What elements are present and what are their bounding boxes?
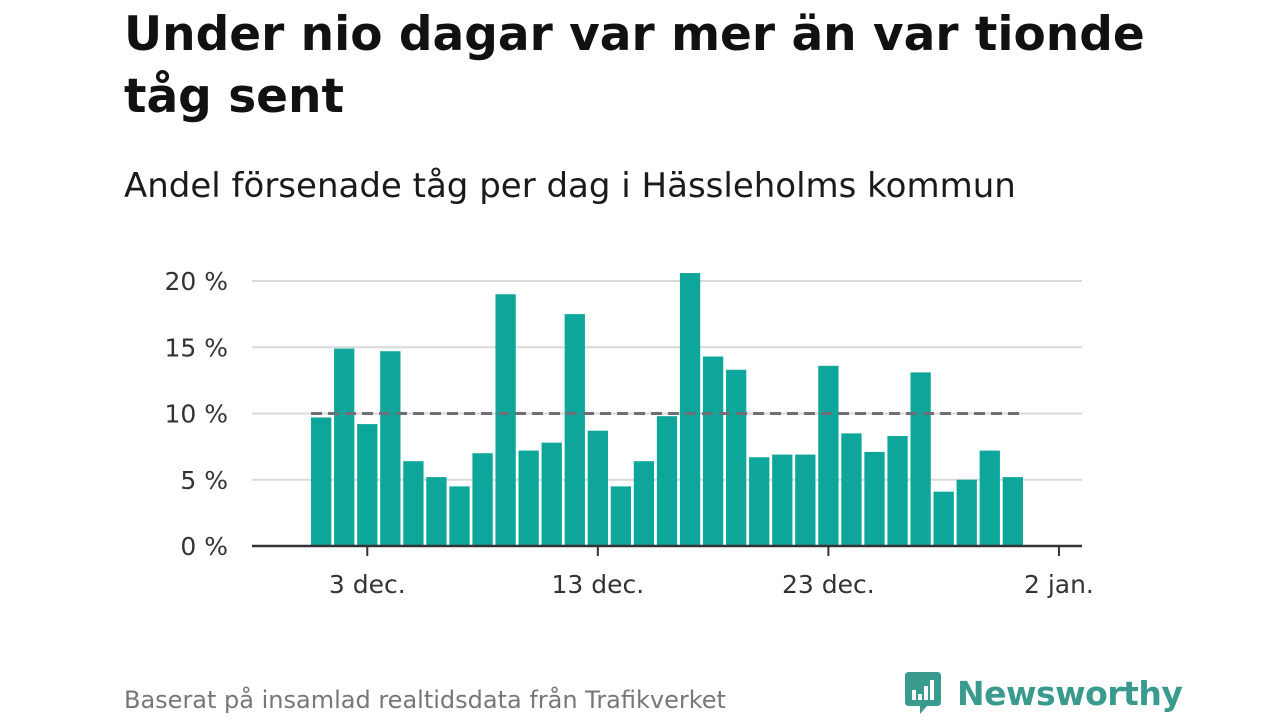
x-tick-label: 23 dec.	[782, 570, 875, 599]
y-tick-label: 15 %	[164, 333, 228, 362]
bar	[426, 477, 447, 546]
bar	[726, 369, 747, 546]
bar	[380, 351, 401, 546]
bar	[887, 436, 908, 546]
y-tick-label: 20 %	[164, 267, 228, 296]
brand-logo[interactable]: Newsworthy	[903, 670, 1183, 716]
bar	[449, 486, 470, 546]
bar	[633, 461, 655, 546]
bar	[587, 430, 608, 546]
bar	[357, 424, 378, 546]
bar	[702, 356, 724, 546]
bar	[979, 450, 1000, 546]
bar	[1002, 477, 1023, 546]
bar	[795, 454, 816, 546]
bar	[679, 273, 701, 546]
axes: 0 % 5 % 10 % 15 % 20 % 3 dec. 13 dec. 23 dec. 2 …	[164, 267, 1093, 599]
bar	[772, 454, 793, 546]
bar	[864, 451, 885, 546]
y-tick-label: 5 %	[180, 466, 228, 495]
y-tick-label: 10 %	[164, 400, 228, 429]
bar	[933, 491, 954, 546]
bar	[610, 486, 632, 546]
bar	[403, 461, 424, 546]
x-tick-label: 2 jan.	[1024, 570, 1094, 599]
bar	[818, 365, 839, 546]
bar	[841, 433, 862, 546]
bar	[472, 453, 493, 546]
x-tick-label: 13 dec.	[551, 570, 644, 599]
x-tick-label: 3 dec.	[329, 570, 406, 599]
chart-title: Under nio dagar var mer än var tionde tå…	[124, 7, 1145, 124]
bar	[749, 457, 770, 546]
bar	[518, 450, 539, 546]
bar	[956, 479, 977, 546]
bars	[311, 273, 1023, 546]
bar	[541, 442, 562, 546]
bar	[564, 314, 585, 546]
bar	[311, 417, 332, 546]
y-tick-label: 0 %	[180, 532, 228, 561]
source-note: Baserat på insamlad realtidsdata från Tr…	[124, 686, 726, 714]
bar	[495, 294, 516, 546]
brand-name: Newsworthy	[957, 673, 1183, 713]
bar	[334, 348, 355, 546]
bar	[910, 372, 931, 546]
newsworthy-logo-icon	[905, 672, 941, 714]
chart-subtitle: Andel försenade tåg per dag i Hässleholm…	[124, 166, 1016, 206]
bar	[656, 416, 678, 546]
